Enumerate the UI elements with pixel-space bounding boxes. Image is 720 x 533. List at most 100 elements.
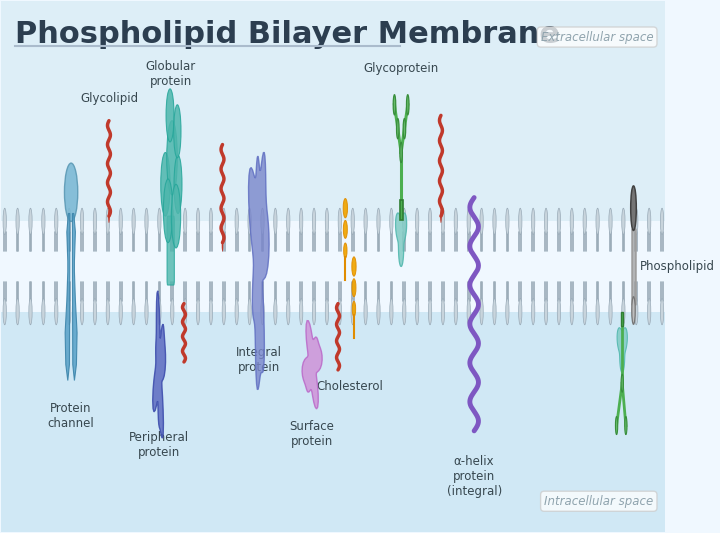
Circle shape	[158, 208, 161, 235]
Circle shape	[631, 297, 635, 324]
Circle shape	[197, 298, 199, 325]
Circle shape	[518, 208, 522, 235]
Polygon shape	[153, 291, 166, 438]
Circle shape	[467, 298, 470, 325]
Circle shape	[609, 208, 612, 235]
Polygon shape	[617, 328, 627, 373]
Circle shape	[81, 208, 84, 235]
Circle shape	[625, 417, 627, 434]
Circle shape	[440, 209, 442, 223]
Circle shape	[402, 208, 406, 235]
Circle shape	[621, 374, 624, 392]
Circle shape	[480, 208, 483, 235]
Circle shape	[505, 208, 509, 235]
Circle shape	[454, 208, 457, 235]
Circle shape	[29, 208, 32, 235]
Circle shape	[171, 298, 174, 325]
Circle shape	[184, 208, 186, 235]
Circle shape	[631, 186, 636, 230]
Text: Phospholipid: Phospholipid	[639, 260, 714, 273]
Circle shape	[505, 298, 509, 325]
Circle shape	[29, 298, 32, 325]
Circle shape	[197, 208, 199, 235]
Circle shape	[492, 298, 496, 325]
Circle shape	[106, 208, 109, 235]
Ellipse shape	[343, 221, 347, 238]
Polygon shape	[73, 214, 77, 381]
Ellipse shape	[352, 257, 356, 276]
Circle shape	[42, 208, 45, 235]
Circle shape	[570, 208, 574, 235]
Circle shape	[492, 208, 496, 235]
Circle shape	[222, 208, 225, 235]
Text: Extracellular space: Extracellular space	[541, 30, 654, 44]
Ellipse shape	[352, 301, 356, 317]
FancyBboxPatch shape	[621, 312, 624, 326]
Circle shape	[300, 208, 303, 235]
Circle shape	[68, 208, 71, 235]
Ellipse shape	[352, 279, 356, 297]
Circle shape	[210, 208, 212, 235]
Circle shape	[531, 298, 535, 325]
Text: α-helix
protein
(integral): α-helix protein (integral)	[446, 455, 502, 498]
Circle shape	[222, 298, 225, 325]
Circle shape	[274, 298, 277, 325]
Circle shape	[480, 298, 483, 325]
Circle shape	[407, 95, 409, 115]
Circle shape	[583, 298, 586, 325]
Point	[37, 43, 45, 50]
Circle shape	[467, 208, 470, 235]
Circle shape	[287, 208, 290, 235]
Circle shape	[108, 209, 110, 223]
Circle shape	[616, 417, 618, 434]
Circle shape	[145, 298, 148, 325]
Circle shape	[300, 298, 303, 325]
Circle shape	[55, 208, 58, 235]
Circle shape	[274, 208, 277, 235]
Circle shape	[393, 95, 396, 115]
Circle shape	[518, 298, 522, 325]
Circle shape	[145, 208, 148, 235]
Polygon shape	[248, 152, 269, 390]
Circle shape	[338, 298, 341, 325]
Polygon shape	[302, 321, 322, 409]
Circle shape	[325, 208, 328, 235]
Text: Peripheral
protein: Peripheral protein	[130, 431, 189, 459]
Circle shape	[531, 208, 535, 235]
Circle shape	[235, 298, 238, 325]
Ellipse shape	[174, 155, 182, 214]
FancyBboxPatch shape	[1, 2, 665, 221]
Ellipse shape	[167, 120, 177, 195]
Circle shape	[557, 298, 561, 325]
Circle shape	[106, 298, 109, 325]
Circle shape	[557, 208, 561, 235]
Circle shape	[351, 298, 354, 325]
Circle shape	[3, 298, 6, 325]
Polygon shape	[65, 214, 70, 381]
Circle shape	[94, 208, 96, 235]
Circle shape	[660, 298, 664, 325]
Circle shape	[210, 298, 212, 325]
Circle shape	[338, 208, 341, 235]
Circle shape	[660, 208, 664, 235]
FancyBboxPatch shape	[167, 216, 174, 285]
Circle shape	[415, 208, 419, 235]
Circle shape	[132, 208, 135, 235]
Circle shape	[81, 298, 84, 325]
Circle shape	[235, 208, 238, 235]
Circle shape	[403, 118, 405, 139]
Point	[0, 43, 7, 50]
Circle shape	[94, 298, 96, 325]
Circle shape	[402, 298, 406, 325]
Circle shape	[287, 298, 290, 325]
Circle shape	[248, 298, 251, 325]
Circle shape	[622, 298, 625, 325]
Circle shape	[16, 298, 19, 325]
Circle shape	[634, 298, 638, 325]
Text: Glycolipid: Glycolipid	[80, 92, 138, 104]
Ellipse shape	[163, 179, 173, 243]
Circle shape	[609, 298, 612, 325]
Circle shape	[390, 298, 393, 325]
Circle shape	[583, 208, 586, 235]
Circle shape	[377, 208, 380, 235]
